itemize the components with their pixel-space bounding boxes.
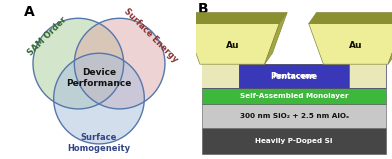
Text: A: A [24, 5, 35, 19]
Bar [202, 104, 386, 128]
Bar [349, 64, 386, 88]
Bar [202, 64, 239, 88]
Text: Surface Energy: Surface Energy [122, 7, 180, 65]
Polygon shape [309, 13, 392, 24]
Text: Pentacene: Pentacene [270, 72, 318, 81]
Circle shape [74, 18, 165, 109]
Polygon shape [185, 13, 287, 24]
Text: Heavily P-Doped Si: Heavily P-Doped Si [255, 138, 333, 144]
Bar [202, 64, 386, 88]
Polygon shape [185, 24, 279, 64]
Bar [202, 88, 386, 104]
Text: 300 nm SiO₂ + 2.5 nm AlOₓ: 300 nm SiO₂ + 2.5 nm AlOₓ [240, 113, 348, 119]
Text: Device
Performance: Device Performance [66, 68, 132, 88]
Polygon shape [309, 24, 392, 64]
Text: Self-Assembled Monolayer: Self-Assembled Monolayer [240, 93, 348, 99]
Circle shape [54, 53, 144, 144]
Bar [239, 64, 349, 88]
Bar [202, 128, 386, 154]
Text: Surface
Homogeneity: Surface Homogeneity [67, 133, 131, 153]
Text: SAM Order: SAM Order [26, 15, 69, 57]
Polygon shape [388, 13, 392, 64]
Polygon shape [265, 13, 287, 64]
Text: B: B [198, 2, 209, 16]
Text: Pentacene: Pentacene [272, 73, 316, 79]
Text: Au: Au [349, 41, 363, 50]
Text: Au: Au [225, 41, 239, 50]
Circle shape [33, 18, 123, 109]
